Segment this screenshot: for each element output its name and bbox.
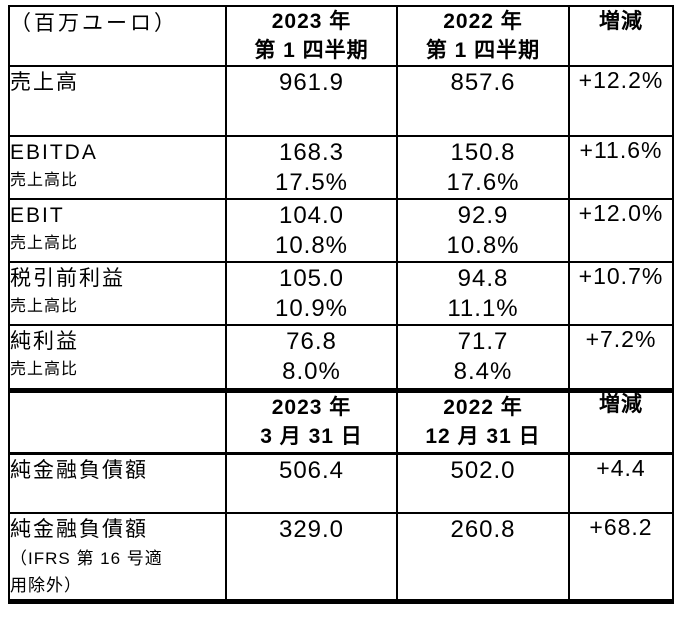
value-2022: 92.9 10.8% bbox=[396, 198, 570, 263]
header-2022-12-31: 2022 年 12 月 31 日 bbox=[396, 387, 570, 455]
value-2023: 105.0 10.9% bbox=[225, 261, 398, 326]
row-label: 純金融負債額 bbox=[10, 458, 148, 482]
change-value: +10.7% bbox=[568, 261, 674, 326]
balance-date-header-row: 2023 年 3 月 31 日 2022 年 12 月 31 日 増減 bbox=[8, 387, 674, 455]
table-row-net-profit: 純利益 売上高比 76.8 8.0% 71.7 8.4% +7.2% bbox=[8, 324, 674, 391]
change-value: +11.6% bbox=[568, 135, 674, 200]
row-label-cell: 純利益 売上高比 bbox=[8, 324, 227, 391]
value-2022: 857.6 bbox=[396, 65, 570, 137]
table-row-revenue: 売上高 961.9 857.6 +12.2% bbox=[8, 65, 674, 137]
row-label-cell: 純金融負債額 （IFRS 第 16 号適 用除外） bbox=[8, 512, 227, 604]
value-2023: 76.8 8.0% bbox=[225, 324, 398, 391]
row-sublabel: 売上高比 bbox=[10, 298, 79, 315]
row-label: 純金融負債額 bbox=[10, 518, 148, 541]
table-row-net-financial-debt: 純金融負債額 506.4 502.0 +4.4 bbox=[8, 452, 674, 514]
value-2022: 502.0 bbox=[396, 452, 570, 514]
change-value: +12.0% bbox=[568, 198, 674, 263]
row-note-line2: 用除外） bbox=[10, 576, 82, 595]
row-sublabel: 売上高比 bbox=[10, 235, 79, 252]
change-value: +68.2 bbox=[568, 512, 674, 604]
change-value: +7.2% bbox=[568, 324, 674, 391]
row-label: 売上高 bbox=[10, 71, 79, 94]
table-row-ebitda: EBITDA 売上高比 168.3 17.5% 150.8 17.6% +11.… bbox=[8, 135, 674, 200]
value-2023: 961.9 bbox=[225, 65, 398, 137]
row-label: EBIT bbox=[10, 204, 65, 227]
row-note-line1: （IFRS 第 16 号適 bbox=[10, 549, 163, 568]
header-change: 増減 bbox=[568, 387, 674, 455]
row-label-cell: EBITDA 売上高比 bbox=[8, 135, 227, 200]
header-2023-q1: 2023 年 第 1 四半期 bbox=[225, 5, 398, 67]
value-2022: 150.8 17.6% bbox=[396, 135, 570, 200]
financial-table: （百万ユーロ） 2023 年 第 1 四半期 2022 年 第 1 四半期 増減… bbox=[8, 5, 674, 604]
value-2023: 168.3 17.5% bbox=[225, 135, 398, 200]
row-label-cell: 売上高 bbox=[8, 65, 227, 137]
value-2022: 94.8 11.1% bbox=[396, 261, 570, 326]
value-2022: 71.7 8.4% bbox=[396, 324, 570, 391]
header-2023-03-31: 2023 年 3 月 31 日 bbox=[225, 387, 398, 455]
header-change: 増減 bbox=[568, 5, 674, 67]
row-label-cell: 税引前利益 売上高比 bbox=[8, 261, 227, 326]
header-2022-q1: 2022 年 第 1 四半期 bbox=[396, 5, 570, 67]
table-row-pretax-profit: 税引前利益 売上高比 105.0 10.9% 94.8 11.1% +10.7% bbox=[8, 261, 674, 326]
unit-label: （百万ユーロ） bbox=[10, 12, 178, 35]
change-value: +4.4 bbox=[568, 452, 674, 514]
row-sublabel: 売上高比 bbox=[10, 361, 79, 378]
value-2023: 329.0 bbox=[225, 512, 398, 604]
row-label: 純利益 bbox=[10, 330, 79, 353]
row-label-cell: 純金融負債額 bbox=[8, 452, 227, 514]
row-label: EBITDA bbox=[10, 141, 98, 164]
table-row-ebit: EBIT 売上高比 104.0 10.8% 92.9 10.8% +12.0% bbox=[8, 198, 674, 263]
quarter-header-row: （百万ユーロ） 2023 年 第 1 四半期 2022 年 第 1 四半期 増減 bbox=[8, 5, 674, 67]
table-row-net-financial-debt-ex-ifrs16: 純金融負債額 （IFRS 第 16 号適 用除外） 329.0 260.8 +6… bbox=[8, 512, 674, 604]
value-2022: 260.8 bbox=[396, 512, 570, 604]
empty-header-cell bbox=[8, 387, 227, 455]
value-2023: 104.0 10.8% bbox=[225, 198, 398, 263]
row-sublabel: 売上高比 bbox=[10, 172, 79, 189]
change-value: +12.2% bbox=[568, 65, 674, 137]
row-label-cell: EBIT 売上高比 bbox=[8, 198, 227, 263]
row-label: 税引前利益 bbox=[10, 267, 125, 290]
unit-label-cell: （百万ユーロ） bbox=[8, 5, 227, 67]
value-2023: 506.4 bbox=[225, 452, 398, 514]
